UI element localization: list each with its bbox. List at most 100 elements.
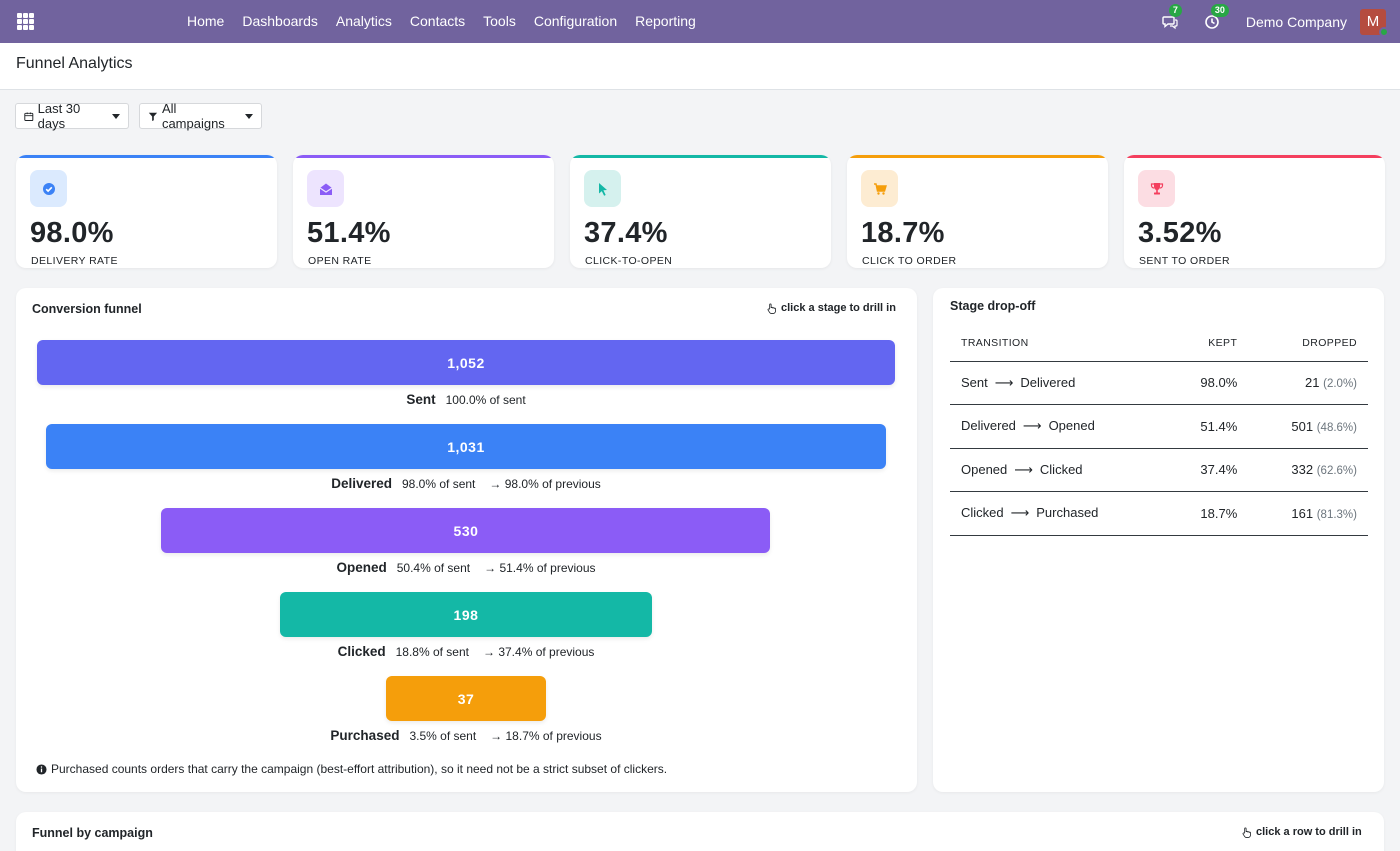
table-row: Sent ⟶ Delivered 98.0% 21 (2.0%)	[950, 361, 1368, 405]
menu-tools[interactable]: Tools	[483, 13, 516, 29]
chevron-down-icon	[245, 113, 253, 119]
kpi-label: Delivery rate	[31, 255, 118, 267]
period-filter-dropdown[interactable]: Last 30 days	[15, 101, 129, 131]
arrow-right-icon: ⟶	[1022, 418, 1042, 434]
campaign-filter-dropdown[interactable]: All campaigns	[139, 101, 262, 131]
app-menu-icon[interactable]	[17, 13, 34, 30]
kpi-accent-bar	[570, 155, 831, 158]
stage-name: Delivered	[331, 476, 392, 491]
page-title: Funnel Analytics	[16, 55, 133, 72]
table-row: Delivered ⟶ Opened 51.4% 501 (48.6%)	[950, 404, 1368, 449]
kpi-accent-bar	[293, 155, 554, 158]
hand-pointer-icon	[1242, 827, 1251, 838]
funnel-stage-bar-opened[interactable]: 530	[161, 508, 771, 553]
kpi-accent-bar	[847, 155, 1108, 158]
stage-of-previous: → 18.7% of previous	[490, 729, 602, 743]
dropped-cell: 21 (2.0%)	[1248, 361, 1368, 405]
avatar-initial: M	[1366, 13, 1380, 30]
stage-of-sent: 98.0% of sent	[402, 477, 476, 491]
menu-analytics[interactable]: Analytics	[335, 13, 392, 29]
campaign-filter-label: All campaigns	[161, 101, 225, 131]
kpi-label: Click-to-open	[585, 255, 673, 267]
stage-of-sent: 3.5% of sent	[409, 729, 477, 743]
by-campaign-title: Funnel by campaign	[32, 826, 153, 840]
column-header-dropped: Dropped	[1248, 325, 1368, 362]
stage-of-sent: 18.8% of sent	[395, 645, 469, 659]
activities-count-badge: 30	[1210, 3, 1229, 17]
kept-cell: 51.4%	[1167, 404, 1249, 449]
funnel-stage-bar-sent[interactable]: 1,052	[37, 340, 895, 385]
funnel-stage-caption-delivered: Delivered 98.0% of sent → 98.0% of previou…	[0, 476, 932, 491]
menu-configuration[interactable]: Configuration	[533, 13, 618, 29]
kpi-card-sent-to-order: 3.52% Sent to order	[1124, 155, 1385, 268]
trophy-icon	[1138, 170, 1175, 207]
stage-count: 530	[453, 522, 479, 539]
chat-icon	[1162, 15, 1178, 29]
chevron-down-icon	[112, 113, 120, 119]
arrow-right-icon: ⟶	[1010, 505, 1030, 521]
table-row: Clicked ⟶ Purchased 18.7% 161 (81.3%)	[950, 491, 1368, 536]
envelope-open-icon	[307, 170, 344, 207]
funnel-stage-caption-purchased: Purchased 3.5% of sent → 18.7% of previous	[0, 728, 932, 743]
menu-reporting[interactable]: Reporting	[635, 13, 696, 29]
company-switcher[interactable]: Demo Company	[1245, 13, 1347, 30]
attribution-note: Purchased counts orders that carry the c…	[36, 762, 667, 776]
funnel-stage-caption-opened: Opened 50.4% of sent → 51.4% of previous	[0, 560, 932, 575]
kpi-label: Sent to order	[1139, 255, 1230, 267]
calendar-icon	[24, 111, 34, 121]
dropoff-title: Stage drop-off	[950, 299, 1036, 313]
stage-name: Clicked	[337, 644, 386, 659]
kpi-card-click-to-open: 37.4% Click-to-open	[570, 155, 831, 268]
menu-dashboards[interactable]: Dashboards	[242, 13, 318, 29]
funnel-stage-bar-delivered[interactable]: 1,031	[45, 424, 887, 469]
stage-name: Purchased	[330, 728, 400, 743]
kpi-label: Click to order	[862, 255, 957, 267]
systray: 7 30 Demo Company M	[1159, 0, 1400, 43]
menu-home[interactable]: Home	[187, 13, 225, 29]
messages-button[interactable]: 7	[1159, 3, 1182, 33]
kpi-accent-bar	[16, 155, 277, 158]
by-campaign-hint: click a row to drill in	[1241, 826, 1362, 838]
kpi-value: 18.7%	[861, 217, 945, 249]
stage-count: 1,031	[447, 438, 485, 455]
main-menu: Home Dashboards Analytics Contacts Tools…	[178, 0, 705, 43]
transition-cell: Clicked ⟶ Purchased	[950, 491, 1168, 536]
kpi-card-click-to-order: 18.7% Click to order	[847, 155, 1108, 268]
presence-indicator	[1379, 26, 1389, 37]
by-campaign-hint-text: click a row to drill in	[1256, 826, 1362, 838]
attribution-note-text: Purchased counts orders that carry the c…	[51, 762, 668, 776]
filter-icon	[148, 112, 158, 121]
transition-cell: Opened ⟶ Clicked	[950, 448, 1168, 492]
stage-name: Opened	[336, 560, 387, 575]
funnel-by-campaign-panel	[16, 812, 1384, 851]
stage-name: Sent	[406, 392, 436, 407]
cursor-pointer-icon	[584, 170, 621, 207]
stage-of-previous: → 37.4% of previous	[483, 645, 595, 659]
kpi-card-delivery-rate: 98.0% Delivery rate	[16, 155, 277, 268]
activities-button[interactable]: 30	[1201, 3, 1229, 33]
funnel-stage-caption-clicked: Clicked 18.8% of sent → 37.4% of previous	[0, 644, 932, 659]
kpi-label: Open rate	[308, 255, 372, 267]
stage-count: 1,052	[447, 354, 485, 371]
funnel-hint-text: click a stage to drill in	[781, 302, 896, 314]
funnel-stage-bar-purchased[interactable]: 37	[385, 676, 547, 721]
transition-cell: Sent ⟶ Delivered	[950, 361, 1168, 405]
kept-cell: 98.0%	[1167, 361, 1249, 405]
funnel-stage-bar-clicked[interactable]: 198	[279, 592, 653, 637]
user-avatar[interactable]: M	[1360, 8, 1389, 37]
transition-cell: Delivered ⟶ Opened	[950, 404, 1168, 449]
top-navbar: Home Dashboards Analytics Contacts Tools…	[0, 0, 1400, 43]
kpi-card-open-rate: 51.4% Open rate	[293, 155, 554, 268]
stage-of-sent: 100.0% of sent	[445, 393, 526, 407]
kpi-value: 98.0%	[30, 217, 114, 249]
arrow-right-icon: ⟶	[994, 374, 1014, 390]
kpi-value: 37.4%	[584, 217, 668, 249]
hand-pointer-icon	[767, 303, 776, 314]
dropped-cell: 161 (81.3%)	[1248, 491, 1368, 536]
info-circle-icon	[36, 763, 47, 775]
menu-contacts[interactable]: Contacts	[409, 13, 466, 29]
column-header-kept: Kept	[1167, 325, 1249, 362]
check-circle-icon	[30, 170, 67, 207]
table-row: Opened ⟶ Clicked 37.4% 332 (62.6%)	[950, 448, 1368, 492]
dropped-cell: 501 (48.6%)	[1248, 404, 1368, 449]
